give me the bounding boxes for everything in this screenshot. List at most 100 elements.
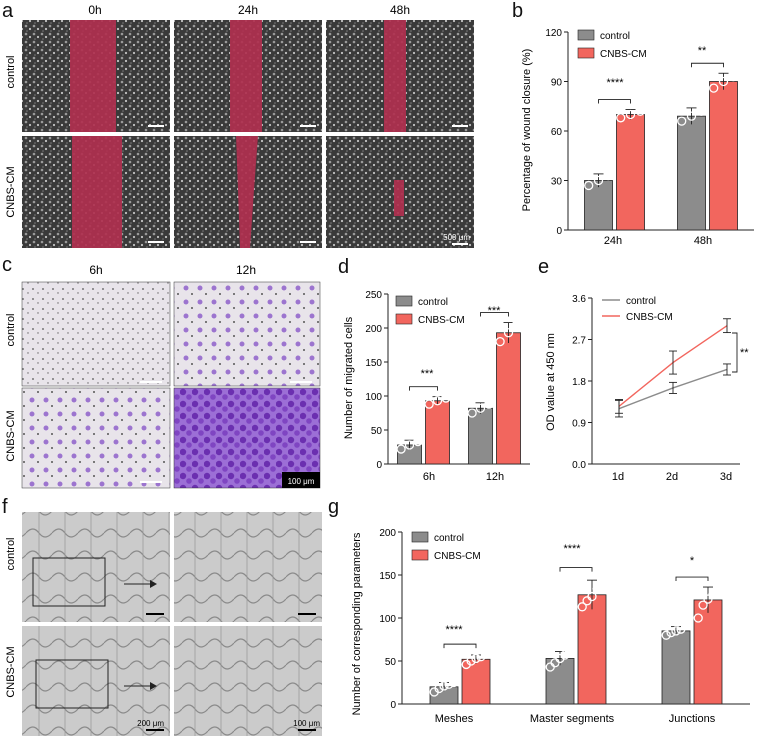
- data-point: [503, 328, 514, 338]
- micrograph-cnbs-12h: [173, 387, 321, 489]
- y-tick-label: 3.6: [572, 294, 586, 305]
- bar: [616, 114, 645, 231]
- row-label-cnbs: CNBS-CM: [5, 646, 17, 697]
- x-tick-label: 3d: [720, 471, 732, 483]
- y-tick-label: 150: [379, 571, 396, 582]
- y-tick-label: 90: [551, 78, 563, 89]
- data-point: [713, 583, 723, 593]
- data-point: [424, 399, 434, 409]
- data-point: [677, 116, 687, 126]
- y-tick-label: 100: [365, 392, 382, 403]
- zoom-box: [35, 659, 109, 709]
- panel-c-micrographs: 6h 12h control CNBS-CM 100 μm: [5, 263, 321, 489]
- significance-label: **: [740, 347, 749, 359]
- data-point: [625, 109, 636, 120]
- data-point: [475, 403, 486, 413]
- y-tick-label: 60: [551, 127, 563, 138]
- data-point: [597, 572, 607, 583]
- significance-label: ****: [606, 77, 624, 89]
- significance-label: ***: [488, 305, 502, 317]
- data-point: [666, 627, 676, 638]
- legend-swatch-cnbs: [577, 47, 595, 59]
- data-point: [698, 600, 708, 610]
- y-tick-label: 0: [556, 226, 562, 237]
- significance-bracket: [691, 62, 724, 68]
- y-tick-label: 1.8: [572, 377, 586, 388]
- legend-swatch-cnbs: [395, 313, 413, 325]
- y-tick-label: 50: [385, 657, 397, 668]
- data-point: [466, 656, 476, 666]
- data-point: [484, 399, 494, 409]
- significance-label: ****: [563, 543, 581, 555]
- significance-bracket: [675, 576, 709, 582]
- significance-label: *: [690, 555, 695, 567]
- wound-area: [236, 136, 258, 248]
- zoom-box: [32, 557, 106, 607]
- bar: [584, 180, 613, 231]
- data-point: [671, 626, 681, 636]
- data-point: [709, 83, 719, 93]
- bar: [693, 599, 723, 705]
- y-axis-label: OD value at 450 nm: [545, 333, 557, 431]
- panel-letter-c: c: [2, 254, 12, 276]
- x-tick-label: 1d: [612, 471, 624, 483]
- row-label-control: control: [5, 313, 17, 346]
- micrograph-cnbs-overview: [22, 626, 170, 736]
- col-label-12h: 12h: [236, 263, 256, 277]
- micrograph-control-6h: [21, 281, 171, 387]
- significance-bracket: [732, 332, 738, 373]
- y-tick-label: 50: [371, 426, 383, 437]
- data-point: [681, 620, 691, 630]
- data-point: [592, 584, 602, 594]
- data-point: [661, 630, 671, 640]
- legend-label-control: control: [434, 533, 464, 544]
- data-point: [413, 436, 423, 447]
- micrograph-cnbs-6h: [21, 387, 171, 489]
- y-axis-label-text: Number of corresponding parameters: [351, 532, 363, 715]
- chart-d: Number of migrated cells 0 50 100 150 200 250…: [343, 290, 530, 483]
- micrograph-control-zoom: [174, 512, 322, 622]
- data-point: [560, 650, 570, 660]
- significance-label: **: [698, 45, 707, 57]
- data-point: [693, 613, 703, 623]
- significance-label: ***: [421, 368, 435, 380]
- data-point: [439, 681, 449, 691]
- legend-swatch-control: [411, 531, 429, 543]
- wound-area: [70, 20, 116, 132]
- scale-label-box: [282, 472, 320, 488]
- bar: [709, 81, 738, 231]
- data-point: [449, 677, 459, 688]
- col-label-0h: 0h: [88, 3, 101, 17]
- arrow-icon: [150, 580, 157, 588]
- data-point: [603, 170, 613, 181]
- wound-area: [384, 20, 406, 132]
- panel-letter-g: g: [328, 496, 340, 518]
- y-axis-label: Percentage of wound closure (%): [521, 49, 533, 212]
- bar: [461, 658, 491, 705]
- data-point: [471, 653, 481, 664]
- data-point: [686, 111, 697, 121]
- y-tick-label: 0: [390, 700, 396, 711]
- data-point: [584, 180, 594, 191]
- legend-swatch-control: [395, 295, 413, 307]
- data-point: [481, 649, 491, 659]
- row-label-cnbs: CNBS-CM: [5, 410, 17, 461]
- panel-letter-b: b: [512, 0, 524, 22]
- panel-letter-a: a: [2, 0, 14, 22]
- bar: [545, 658, 575, 705]
- row-label-control: control: [5, 537, 17, 570]
- y-tick-label: 0.9: [572, 419, 586, 430]
- y-tick-label: 0: [376, 460, 382, 471]
- wound-area: [394, 180, 404, 216]
- scale-label-f-left: 200 μm: [137, 719, 164, 728]
- significance-bracket: [443, 643, 477, 649]
- bar: [661, 630, 691, 705]
- data-point: [728, 71, 738, 82]
- legend-label-control: control: [626, 296, 656, 307]
- legend-label-control: control: [600, 31, 630, 42]
- data-point: [703, 594, 713, 604]
- significance-bracket: [480, 312, 509, 317]
- data-point: [593, 175, 604, 186]
- data-point: [467, 408, 477, 418]
- significance-bracket: [559, 567, 593, 572]
